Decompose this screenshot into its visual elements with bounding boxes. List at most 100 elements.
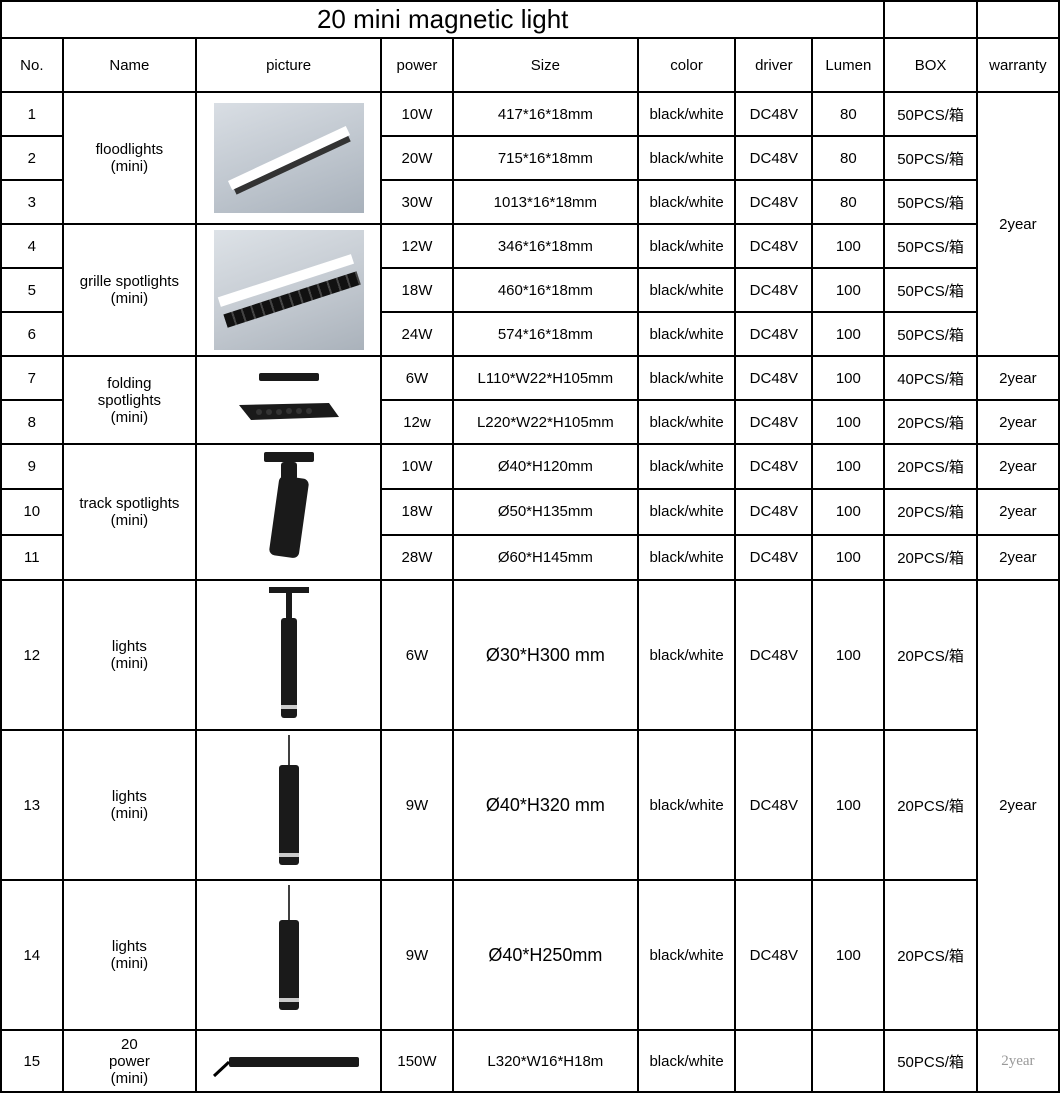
table-row: 1floodlights (mini)10W417*16*18mmblack/w… (1, 92, 1059, 136)
title-row: 20 mini magnetic light (1, 1, 1059, 38)
cell-name: lights (mini) (63, 730, 197, 880)
table-title: 20 mini magnetic light (1, 1, 884, 38)
cell-no: 5 (1, 268, 63, 312)
cell-color: black/white (638, 489, 736, 534)
cell-driver: DC48V (735, 136, 812, 180)
cell-name: folding spotlights (mini) (63, 356, 197, 444)
cell-size: 417*16*18mm (453, 92, 638, 136)
cell-size: L320*W16*H18m (453, 1030, 638, 1092)
cell-power: 18W (381, 268, 453, 312)
cell-picture (196, 224, 381, 356)
product-icon (199, 103, 378, 213)
cell-box: 50PCS/箱 (884, 1030, 976, 1092)
cell-size: 1013*16*18mm (453, 180, 638, 224)
cell-warranty: 2year (977, 489, 1059, 534)
col-name: Name (63, 38, 197, 92)
product-icon (199, 1041, 378, 1081)
table-row: 9track spotlights (mini)10WØ40*H120mmbla… (1, 444, 1059, 489)
cell-color: black/white (638, 224, 736, 268)
cell-no: 4 (1, 224, 63, 268)
cell-warranty: 2year (977, 92, 1059, 356)
cell-lumen (812, 1030, 884, 1092)
cell-warranty: 2year (977, 1030, 1059, 1092)
cell-driver: DC48V (735, 489, 812, 534)
cell-driver: DC48V (735, 180, 812, 224)
col-power: power (381, 38, 453, 92)
col-driver: driver (735, 38, 812, 92)
cell-lumen: 100 (812, 535, 884, 580)
cell-lumen: 100 (812, 580, 884, 730)
cell-power: 10W (381, 92, 453, 136)
title-blank-1 (884, 1, 976, 38)
cell-power: 20W (381, 136, 453, 180)
table-row: 7folding spotlights (mini)6WL110*W22*H10… (1, 356, 1059, 400)
col-box: BOX (884, 38, 976, 92)
cell-box: 50PCS/箱 (884, 92, 976, 136)
cell-no: 1 (1, 92, 63, 136)
cell-lumen: 100 (812, 730, 884, 880)
col-warranty: warranty (977, 38, 1059, 92)
cell-power: 30W (381, 180, 453, 224)
cell-no: 13 (1, 730, 63, 880)
cell-driver: DC48V (735, 880, 812, 1030)
cell-lumen: 100 (812, 880, 884, 1030)
cell-color: black/white (638, 312, 736, 356)
cell-box: 40PCS/箱 (884, 356, 976, 400)
cell-color: black/white (638, 880, 736, 1030)
cell-box: 20PCS/箱 (884, 880, 976, 1030)
cell-color: black/white (638, 356, 736, 400)
cell-picture (196, 356, 381, 444)
header-row: No. Name picture power Size color driver… (1, 38, 1059, 92)
cell-power: 6W (381, 356, 453, 400)
cell-driver: DC48V (735, 312, 812, 356)
cell-box: 50PCS/箱 (884, 136, 976, 180)
cell-color: black/white (638, 268, 736, 312)
cell-warranty: 2year (977, 535, 1059, 580)
cell-box: 20PCS/箱 (884, 580, 976, 730)
cell-driver: DC48V (735, 535, 812, 580)
cell-no: 9 (1, 444, 63, 489)
cell-size: Ø40*H320 mm (453, 730, 638, 880)
cell-color: black/white (638, 444, 736, 489)
product-icon (199, 735, 378, 875)
cell-box: 20PCS/箱 (884, 535, 976, 580)
product-icon (199, 360, 378, 440)
cell-lumen: 80 (812, 136, 884, 180)
cell-picture (196, 444, 381, 580)
cell-box: 50PCS/箱 (884, 268, 976, 312)
cell-color: black/white (638, 580, 736, 730)
cell-color: black/white (638, 1030, 736, 1092)
cell-lumen: 100 (812, 356, 884, 400)
cell-size: 715*16*18mm (453, 136, 638, 180)
cell-driver: DC48V (735, 356, 812, 400)
cell-lumen: 80 (812, 92, 884, 136)
product-icon (199, 885, 378, 1025)
cell-driver: DC48V (735, 580, 812, 730)
cell-no: 6 (1, 312, 63, 356)
table-row: 1520 power (mini)150WL320*W16*H18mblack/… (1, 1030, 1059, 1092)
cell-color: black/white (638, 400, 736, 444)
product-icon (199, 585, 378, 725)
cell-driver: DC48V (735, 400, 812, 444)
cell-box: 50PCS/箱 (884, 312, 976, 356)
cell-name: lights (mini) (63, 580, 197, 730)
cell-no: 14 (1, 880, 63, 1030)
cell-no: 7 (1, 356, 63, 400)
cell-size: Ø30*H300 mm (453, 580, 638, 730)
cell-color: black/white (638, 180, 736, 224)
cell-size: L220*W22*H105mm (453, 400, 638, 444)
cell-no: 11 (1, 535, 63, 580)
cell-size: 574*16*18mm (453, 312, 638, 356)
cell-warranty: 2year (977, 356, 1059, 400)
table-row: 4grille spotlights (mini)12W346*16*18mmb… (1, 224, 1059, 268)
cell-size: 460*16*18mm (453, 268, 638, 312)
cell-size: Ø50*H135mm (453, 489, 638, 534)
cell-driver (735, 1030, 812, 1092)
cell-size: L110*W22*H105mm (453, 356, 638, 400)
spec-table: 20 mini magnetic light No. Name picture … (0, 0, 1060, 1093)
col-no: No. (1, 38, 63, 92)
cell-size: Ø40*H250mm (453, 880, 638, 1030)
cell-box: 50PCS/箱 (884, 180, 976, 224)
cell-color: black/white (638, 136, 736, 180)
cell-picture (196, 880, 381, 1030)
